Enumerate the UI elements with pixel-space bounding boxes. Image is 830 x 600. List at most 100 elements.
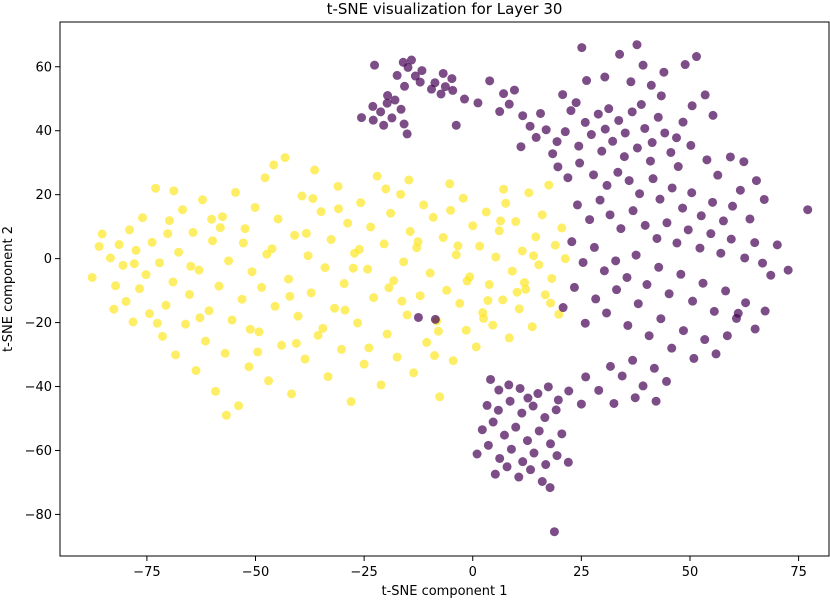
data-point-yellow <box>527 322 537 332</box>
data-point-purple <box>533 389 543 399</box>
data-point-purple <box>517 408 527 418</box>
data-point-purple <box>656 91 666 101</box>
data-point-purple <box>438 68 448 78</box>
data-point-purple <box>640 123 650 133</box>
data-point-yellow <box>438 233 448 243</box>
data-point-purple <box>558 303 568 313</box>
data-point-purple <box>604 104 614 114</box>
data-point-purple <box>614 115 624 125</box>
data-point-purple <box>708 110 718 120</box>
data-point-yellow <box>404 175 414 185</box>
data-point-purple <box>612 285 622 295</box>
data-point-yellow <box>270 301 280 311</box>
data-point-yellow <box>257 282 267 292</box>
data-point-yellow <box>402 310 412 320</box>
data-point-purple <box>406 55 416 65</box>
data-point-purple <box>400 81 410 91</box>
data-point-yellow <box>554 309 564 319</box>
data-point-purple <box>623 320 633 330</box>
data-point-yellow <box>544 180 554 190</box>
data-point-purple <box>572 200 582 210</box>
data-point-purple <box>511 422 521 432</box>
data-point-yellow <box>194 265 204 275</box>
data-point-yellow <box>392 352 402 362</box>
data-point-purple <box>502 462 512 472</box>
data-point-purple <box>569 282 579 292</box>
data-point-yellow <box>524 188 534 198</box>
data-point-yellow <box>273 214 283 224</box>
data-point-yellow <box>195 313 205 323</box>
data-point-purple <box>630 393 640 403</box>
data-point-purple <box>688 296 698 306</box>
data-point-purple <box>522 436 532 446</box>
data-point-purple <box>370 60 380 70</box>
data-point-purple <box>545 483 555 493</box>
data-point-yellow <box>318 323 328 333</box>
data-point-yellow <box>547 273 557 283</box>
data-point-purple <box>613 167 623 177</box>
data-point-yellow <box>461 325 471 335</box>
x-tick-label: 50 <box>682 565 699 580</box>
data-point-yellow <box>152 318 162 328</box>
data-point-yellow <box>168 277 178 287</box>
data-point-purple <box>548 149 558 159</box>
data-point-purple <box>518 111 528 121</box>
data-point-purple <box>700 335 710 345</box>
data-point-yellow <box>372 171 382 181</box>
data-point-yellow <box>517 246 527 256</box>
data-point-purple <box>536 108 546 118</box>
data-point-yellow <box>425 268 435 278</box>
data-point-yellow <box>269 160 279 170</box>
data-point-yellow <box>468 221 478 231</box>
data-point-yellow <box>435 392 445 402</box>
data-point-purple <box>495 107 505 117</box>
data-point-yellow <box>529 251 539 261</box>
data-point-yellow <box>138 213 148 223</box>
x-tick-label: −25 <box>350 565 377 580</box>
data-point-purple <box>582 76 592 86</box>
data-point-yellow <box>366 222 376 232</box>
data-point-purple <box>525 121 535 131</box>
data-point-yellow <box>534 260 544 270</box>
data-point-purple <box>620 128 630 138</box>
data-point-yellow <box>433 326 443 336</box>
data-point-purple <box>646 80 656 90</box>
data-point-purple <box>417 66 427 76</box>
data-point-purple <box>515 383 525 393</box>
data-point-purple <box>574 141 584 151</box>
data-point-purple <box>379 120 389 130</box>
data-point-yellow <box>353 318 363 328</box>
data-point-yellow <box>280 153 290 163</box>
data-point-purple <box>728 201 738 211</box>
data-point-purple <box>672 133 681 143</box>
data-point-purple <box>413 312 423 322</box>
data-point-purple <box>691 52 701 62</box>
data-point-purple <box>673 162 683 172</box>
data-point-purple <box>733 308 743 318</box>
data-point-yellow <box>354 244 364 254</box>
data-point-yellow <box>445 179 455 189</box>
data-point-yellow <box>337 344 347 354</box>
data-point-purple <box>523 393 533 403</box>
data-point-yellow <box>181 319 191 329</box>
data-point-yellow <box>399 257 409 267</box>
data-point-purple <box>597 146 607 156</box>
data-point-yellow <box>405 226 415 236</box>
data-point-purple <box>537 477 547 486</box>
data-point-purple <box>557 429 567 439</box>
data-point-yellow <box>326 234 336 244</box>
data-point-purple <box>696 211 706 221</box>
data-point-purple <box>571 98 581 108</box>
data-point-yellow <box>215 223 225 233</box>
data-point-purple <box>576 399 586 409</box>
data-point-yellow <box>253 347 263 357</box>
data-point-purple <box>499 430 509 440</box>
data-point-yellow <box>519 278 529 288</box>
data-point-yellow <box>498 295 508 305</box>
data-point-yellow <box>97 229 107 239</box>
data-point-purple <box>750 238 760 248</box>
data-point-purple <box>482 400 492 410</box>
data-point-purple <box>617 371 627 381</box>
data-point-yellow <box>300 354 310 364</box>
data-point-purple <box>403 62 413 72</box>
